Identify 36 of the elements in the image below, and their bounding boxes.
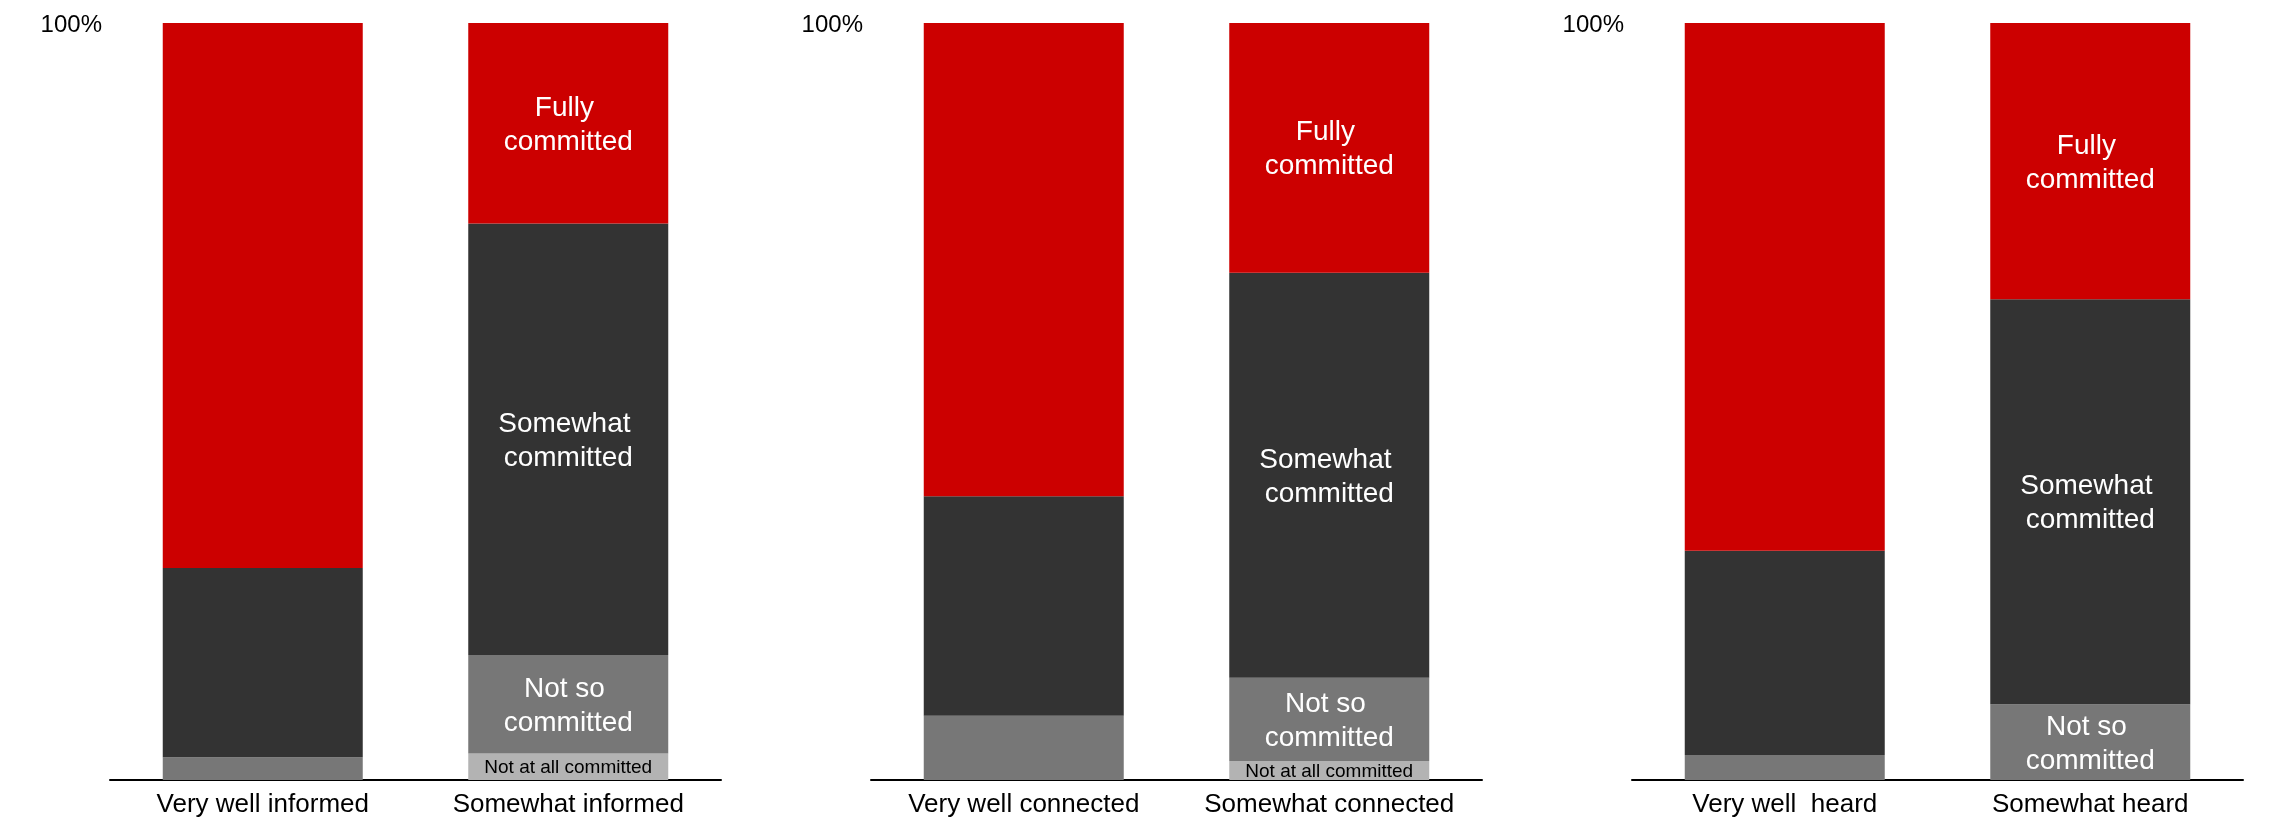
bar [162, 568, 363, 758]
text: 100% [801, 9, 863, 37]
bar [1684, 23, 1885, 551]
series-label: Not so committed [2025, 709, 2155, 775]
bar [468, 23, 669, 224]
series-label: Somewhat committed [498, 406, 639, 472]
series-label: Not so committed [503, 671, 633, 737]
x-tick-label: Very well informed [156, 788, 369, 818]
x-tick-label: Very well heard [1692, 788, 1878, 818]
x-tick-label: Somewhat heard [1991, 788, 2189, 818]
series-label: Not so committed [1264, 686, 1394, 752]
bar [1684, 550, 1885, 756]
x-tick-label: Very well connected [908, 788, 1140, 818]
text: 100% [40, 9, 102, 37]
series-label: Fully committed [1264, 115, 1394, 181]
bar [923, 496, 1124, 716]
bar [468, 655, 669, 754]
bar [1990, 23, 2191, 300]
bar [162, 757, 363, 780]
series-label: Fully committed [503, 90, 633, 156]
bar [1229, 23, 1430, 273]
bar [923, 23, 1124, 497]
series-label: Fully committed [2025, 128, 2155, 194]
bar [1990, 299, 2191, 705]
x-tick-label: Somewhat connected [1204, 788, 1455, 818]
series-label: Somewhat committed [1259, 442, 1400, 508]
series-label: Somewhat committed [2020, 469, 2161, 535]
bar [923, 715, 1124, 780]
text: 100% [1562, 9, 1624, 37]
bar [1684, 755, 1885, 780]
bar [1229, 272, 1430, 678]
series-label: Not at all committed [484, 756, 653, 778]
bar [162, 23, 363, 569]
x-tick-label: Somewhat informed [452, 788, 684, 818]
series-label: Not at all committed [1245, 760, 1414, 782]
bar [468, 223, 669, 656]
